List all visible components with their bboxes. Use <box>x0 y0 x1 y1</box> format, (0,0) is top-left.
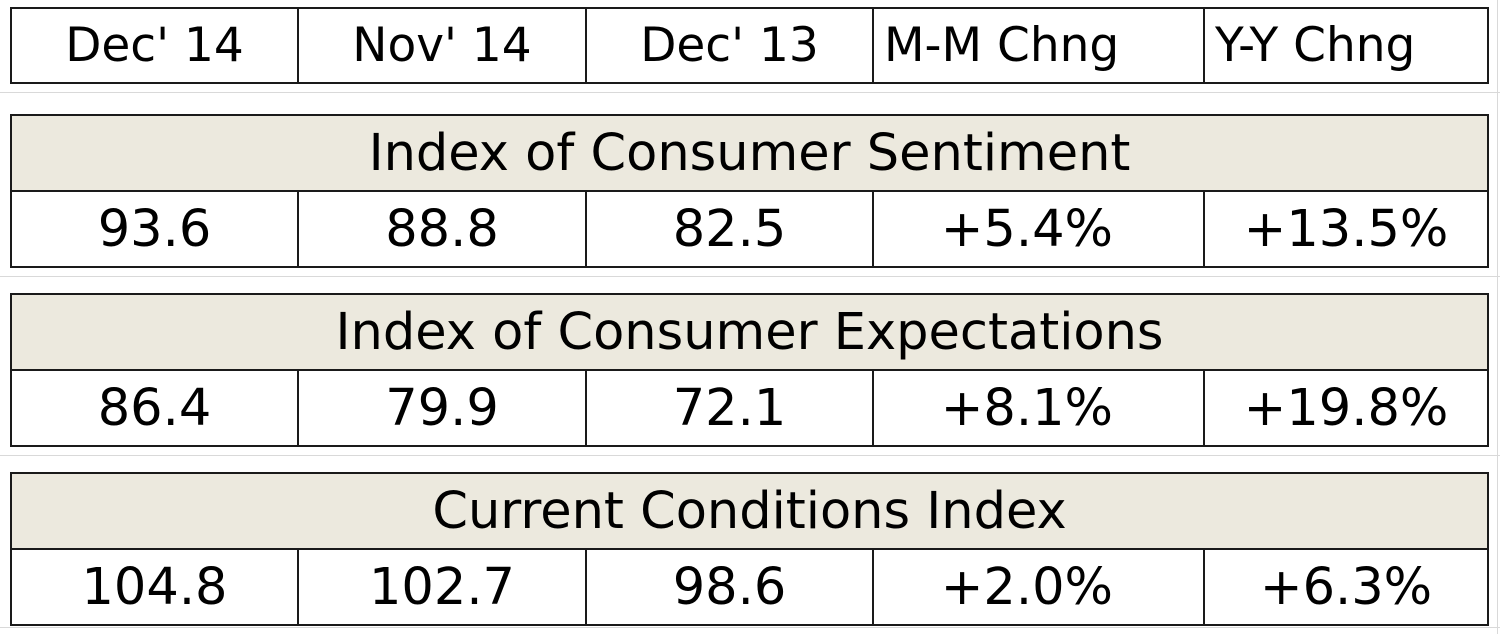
table-row: 104.8 102.7 98.6 +2.0% +6.3% <box>10 548 1489 626</box>
cell-value: +8.1% <box>874 371 1205 445</box>
cell-value: +6.3% <box>1259 557 1433 617</box>
section-title-current-conditions: Current Conditions Index <box>10 472 1489 550</box>
gridline <box>0 276 1500 277</box>
column-header-dec14: Dec' 14 <box>12 9 299 82</box>
gridline <box>0 627 1500 628</box>
section-title-sentiment: Index of Consumer Sentiment <box>10 114 1489 192</box>
gridline <box>1497 0 1498 634</box>
gridline <box>0 455 1500 456</box>
cell-value: 88.8 <box>299 192 587 266</box>
section-title-expectations: Index of Consumer Expectations <box>10 293 1489 371</box>
cell-value: 79.9 <box>299 371 587 445</box>
column-header-yy-change: Y-Y Chng <box>1215 18 1416 73</box>
cell-value: 98.6 <box>587 550 874 624</box>
gridline <box>0 92 1500 93</box>
cell-value: +5.4% <box>874 192 1205 266</box>
cell-value: 86.4 <box>12 371 299 445</box>
cell-value: +19.8% <box>1243 378 1449 438</box>
cell-value: +2.0% <box>874 550 1205 624</box>
cell-value: 102.7 <box>299 550 587 624</box>
column-header-mm-change: M-M Chng <box>874 9 1205 82</box>
cell-value: 93.6 <box>12 192 299 266</box>
column-header-nov14: Nov' 14 <box>299 9 587 82</box>
column-header-row: Dec' 14 Nov' 14 Dec' 13 M-M Chng Y-Y Chn… <box>10 7 1489 84</box>
cell-value: 82.5 <box>587 192 874 266</box>
column-header-dec13: Dec' 13 <box>587 9 874 82</box>
table-row: 93.6 88.8 82.5 +5.4% +13.5% <box>10 190 1489 268</box>
cell-value: 72.1 <box>587 371 874 445</box>
cell-value: 104.8 <box>12 550 299 624</box>
cell-value: +13.5% <box>1243 199 1449 259</box>
table-row: 86.4 79.9 72.1 +8.1% +19.8% <box>10 369 1489 447</box>
